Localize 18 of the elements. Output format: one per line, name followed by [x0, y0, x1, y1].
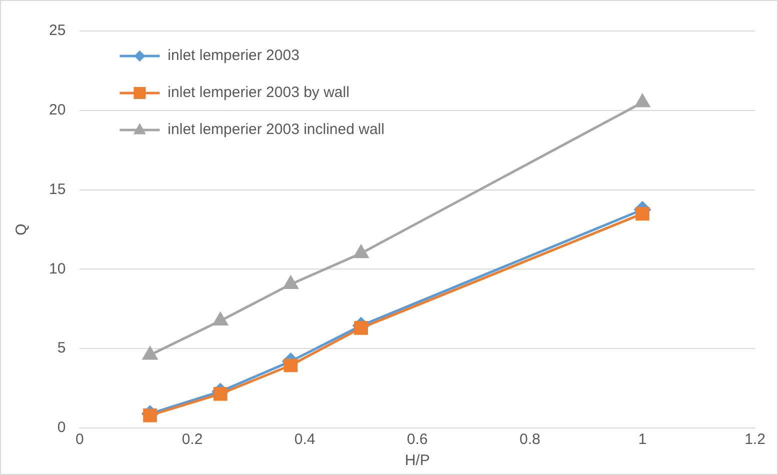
y-tick-label: 20 [48, 102, 66, 119]
legend-label: inlet lemperier 2003 inclined wall [168, 121, 384, 138]
x-tick-label: 0.4 [294, 431, 316, 448]
x-tick-label: 0 [76, 431, 84, 448]
y-axis-title: Q [13, 224, 30, 236]
x-tick-label: 1.2 [744, 431, 766, 448]
x-tick-label: 0.6 [406, 431, 428, 448]
x-tick-label: 0.8 [519, 431, 540, 448]
x-axis-title: H/P [404, 452, 430, 470]
x-tick-label: 0.2 [182, 431, 203, 448]
legend-label: inlet lemperier 2003 [168, 47, 300, 64]
y-tick-label: 5 [57, 340, 66, 357]
legend-label: inlet lemperier 2003 by wall [168, 84, 350, 102]
y-tick-label: 15 [48, 180, 66, 198]
y-tick-label: 25 [48, 22, 66, 40]
y-tick-label: 0 [57, 419, 66, 436]
y-tick-label: 10 [48, 260, 66, 278]
x-tick-label: 1 [638, 431, 647, 448]
